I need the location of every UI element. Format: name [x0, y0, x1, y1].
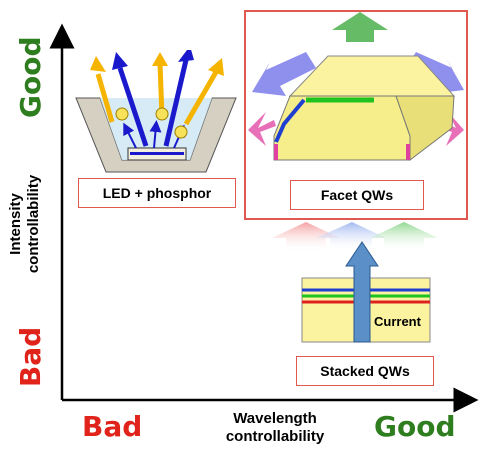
blue-faint-arrow	[316, 222, 386, 252]
phosphor-particles	[115, 107, 188, 139]
green-faint-arrow	[370, 222, 438, 252]
current-label: Current	[374, 314, 421, 329]
x-axis-title-line1: Wavelength	[233, 410, 317, 427]
current-arrow	[345, 241, 379, 343]
x-axis-bad-label: Bad	[82, 410, 143, 443]
blue-emission-arrows	[117, 59, 189, 147]
red-faint-arrow	[272, 222, 340, 252]
stacked-qws-label: Stacked QWs	[296, 356, 434, 386]
facet-block-front	[273, 95, 411, 161]
x-axis-title-line2: controllability	[225, 428, 325, 445]
facet-qws-illustration	[248, 12, 464, 162]
y-axis-title-line2: controllability	[25, 174, 42, 274]
green-arrow-top	[332, 12, 388, 42]
pink-arrow-left	[248, 112, 276, 146]
y-axis-title: Intensity controllability	[7, 149, 47, 299]
stacked-qws-illustration	[272, 222, 438, 343]
facet-qws-frame	[244, 10, 468, 220]
led-phosphor-label: LED + phosphor	[78, 178, 236, 208]
led-phosphor-illustration	[75, 50, 237, 173]
qw-blue-facets	[274, 98, 306, 143]
yellow-emission-arrows	[95, 63, 219, 126]
x-axis-good-label: Good	[374, 410, 456, 443]
y-axis-title-line1: Intensity	[7, 193, 24, 255]
y-axis-bad-label: Bad	[14, 326, 47, 388]
blue-arrow-left	[252, 52, 316, 96]
x-axis-title: Wavelength controllability	[200, 410, 350, 446]
facet-qws-label: Facet QWs	[290, 180, 424, 210]
y-axis-good-label: Good	[14, 36, 47, 119]
